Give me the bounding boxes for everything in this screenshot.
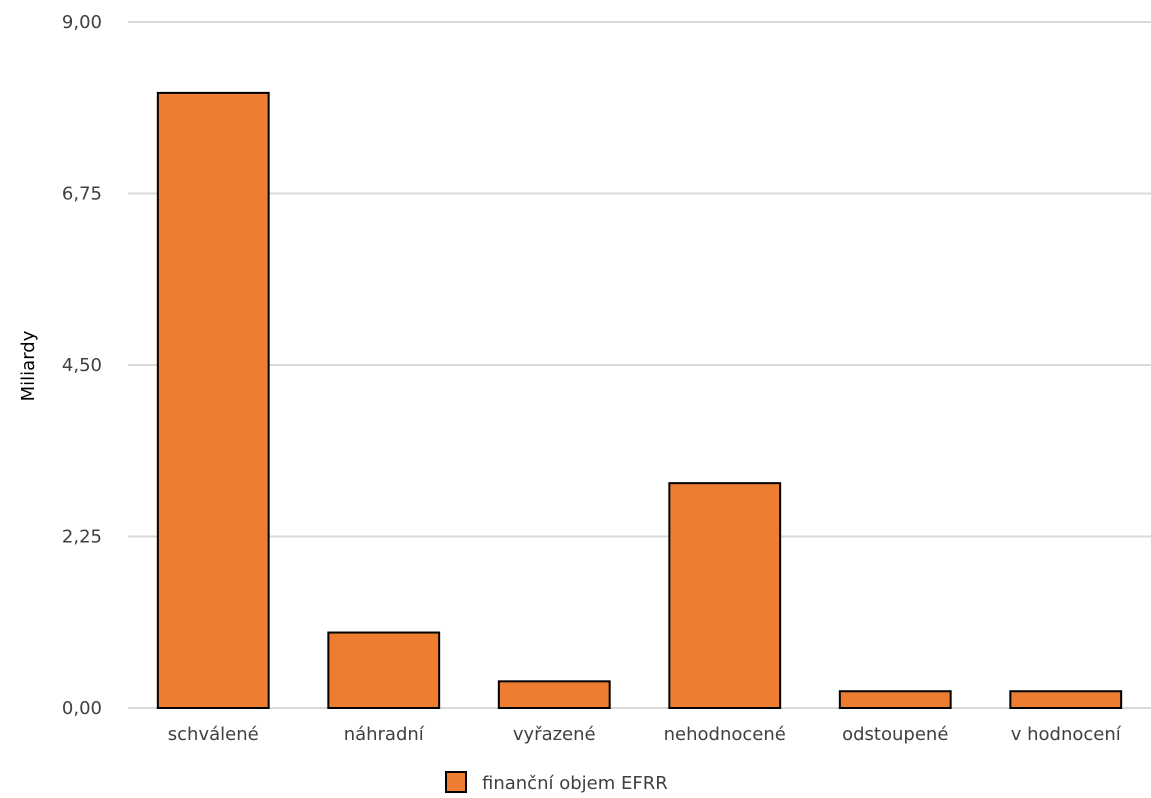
x-tick-label: náhradní <box>344 724 425 745</box>
bars <box>156 91 1123 710</box>
bar <box>1009 690 1123 710</box>
y-tick-label: 9,00 <box>62 12 102 33</box>
y-tick-label: 6,75 <box>62 184 102 205</box>
legend-label: finanční objem EFRR <box>482 773 668 794</box>
x-tick-label: schválené <box>168 724 259 745</box>
y-tick-label: 0,00 <box>62 698 102 719</box>
y-tick-label: 4,50 <box>62 355 102 376</box>
x-axis-ticks: schválené náhradní vyřazené nehodnocené odst… <box>168 724 1122 745</box>
x-tick-label: v hodnocení <box>1011 724 1122 745</box>
x-tick-label: odstoupené <box>842 724 948 745</box>
y-tick-label: 2,25 <box>62 527 102 548</box>
gridlines <box>128 21 1151 709</box>
bar <box>838 690 952 710</box>
bar <box>668 482 782 709</box>
x-tick-label: vyřazené <box>513 724 596 745</box>
legend-swatch <box>445 771 467 793</box>
bar <box>327 631 441 709</box>
y-axis-ticks: 0,00 2,25 4,50 6,75 9,00 <box>62 12 102 719</box>
y-axis-title: Miliardy <box>18 330 39 401</box>
legend: finanční objem EFRR <box>445 771 668 794</box>
bar <box>156 91 270 710</box>
bar <box>497 680 611 709</box>
x-tick-label: nehodnocené <box>664 724 786 745</box>
